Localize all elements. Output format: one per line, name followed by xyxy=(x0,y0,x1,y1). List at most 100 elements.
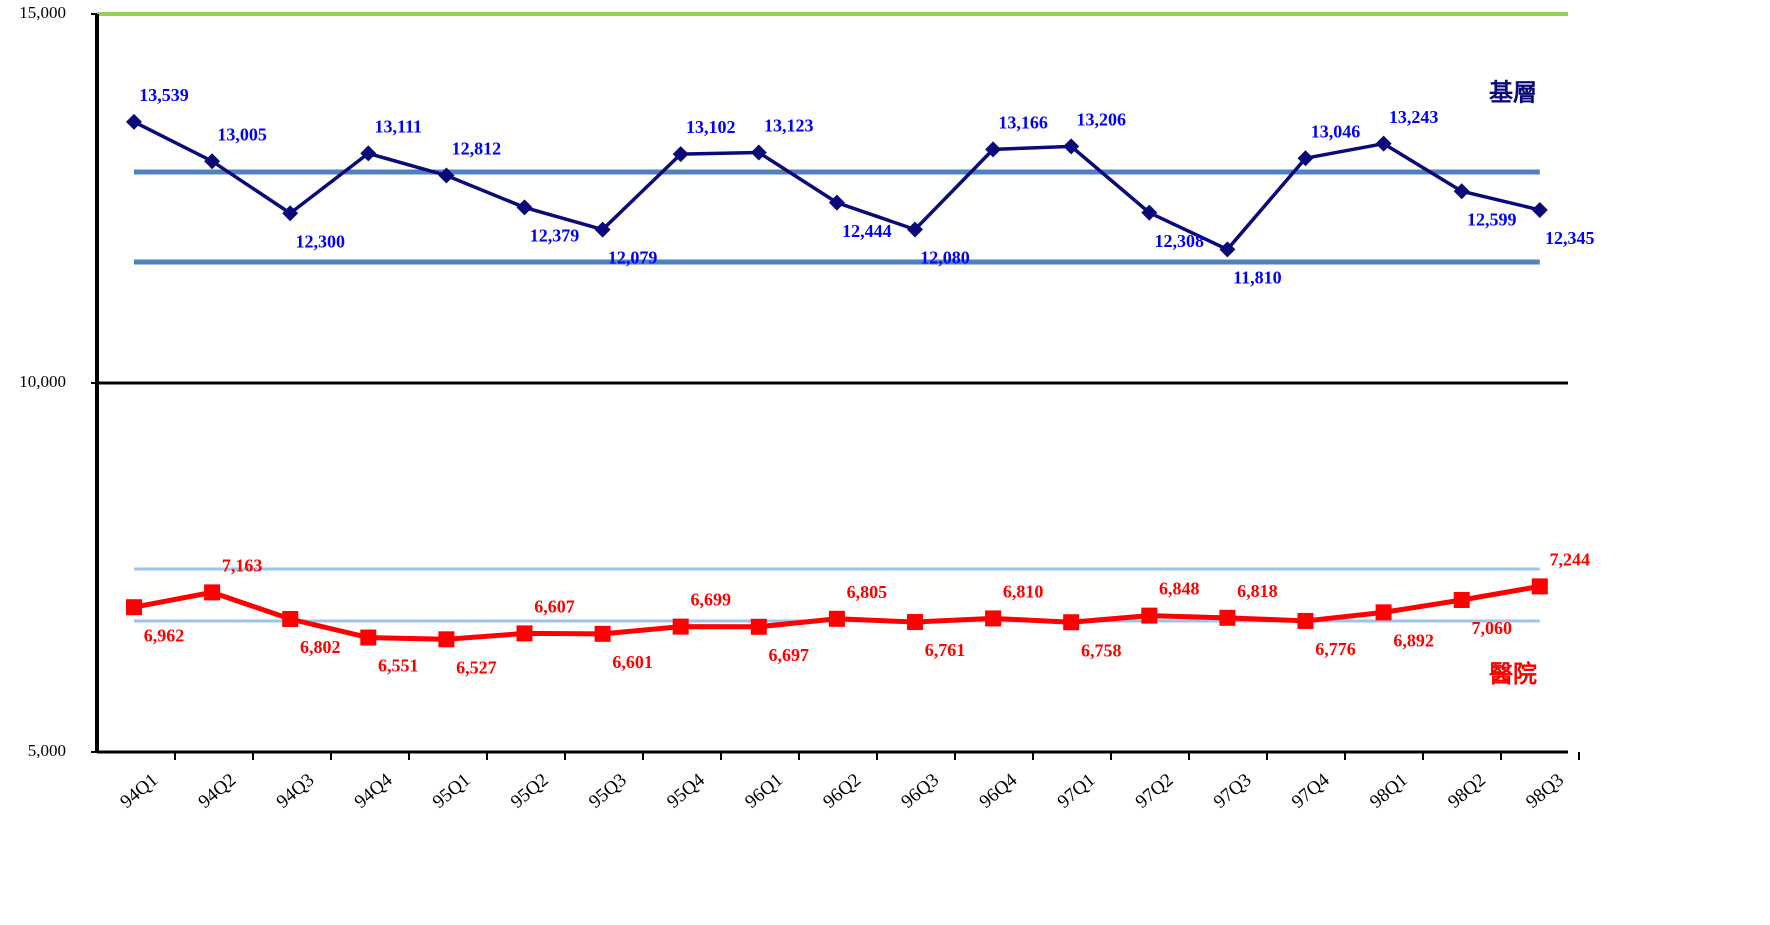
y-tick-label: 10,000 xyxy=(19,372,66,391)
marker xyxy=(750,144,767,161)
value-label: 13,111 xyxy=(375,117,423,137)
value-label: 6,805 xyxy=(847,582,888,602)
marker xyxy=(594,625,611,642)
value-label: 6,810 xyxy=(1003,582,1044,602)
marker xyxy=(126,113,142,130)
marker xyxy=(1375,604,1392,621)
value-label: 12,599 xyxy=(1467,209,1517,229)
x-tick-label: 98Q2 xyxy=(1444,770,1490,813)
value-label: 13,539 xyxy=(139,85,189,105)
value-label: 13,005 xyxy=(217,124,267,144)
marker xyxy=(1063,138,1080,155)
x-tick-label: 94Q1 xyxy=(116,770,162,813)
marker xyxy=(1531,201,1548,218)
value-label: 12,444 xyxy=(842,221,892,241)
value-label: 6,962 xyxy=(144,625,185,645)
x-tick-label: 97Q1 xyxy=(1054,770,1100,813)
marker xyxy=(438,167,455,184)
marker xyxy=(1141,607,1158,624)
y-tick-label: 5,000 xyxy=(28,741,66,760)
x-tick-label: 94Q4 xyxy=(351,769,397,813)
value-label: 6,601 xyxy=(612,652,653,672)
x-tick-label: 97Q3 xyxy=(1210,770,1256,813)
marker xyxy=(360,145,377,162)
marker xyxy=(750,618,767,635)
marker xyxy=(1297,612,1314,629)
marker xyxy=(1063,614,1080,631)
x-tick-label: 98Q1 xyxy=(1366,770,1412,813)
value-label: 7,163 xyxy=(222,555,263,575)
value-label: 12,300 xyxy=(295,231,345,251)
value-label: 6,607 xyxy=(534,597,575,617)
value-label: 6,776 xyxy=(1315,639,1356,659)
marker xyxy=(1219,609,1236,626)
marker xyxy=(828,194,845,211)
marker xyxy=(985,141,1002,158)
value-label: 13,206 xyxy=(1076,110,1126,130)
marker xyxy=(594,221,611,238)
value-label: 6,802 xyxy=(300,637,341,657)
value-label: 6,527 xyxy=(456,657,497,677)
x-tick-label: 96Q2 xyxy=(819,770,865,813)
value-label: 6,758 xyxy=(1081,640,1122,660)
value-label: 7,244 xyxy=(1550,550,1591,570)
x-tick-label: 98Q3 xyxy=(1522,770,1568,813)
marker xyxy=(1453,183,1470,200)
marker xyxy=(672,618,689,635)
marker xyxy=(282,611,299,628)
marker xyxy=(1141,204,1158,221)
marker xyxy=(1375,135,1392,152)
marker xyxy=(516,625,533,642)
value-label: 13,243 xyxy=(1389,107,1439,127)
value-label: 6,699 xyxy=(690,590,731,610)
marker xyxy=(360,629,377,646)
x-tick-label: 94Q3 xyxy=(273,770,319,813)
value-label: 13,166 xyxy=(998,112,1048,132)
value-label: 11,810 xyxy=(1233,268,1282,288)
value-label: 6,551 xyxy=(378,656,419,676)
y-tick-label: 15,000 xyxy=(19,3,66,22)
x-tick-label: 97Q2 xyxy=(1132,770,1178,813)
x-tick-label: 96Q3 xyxy=(897,770,943,813)
value-label: 13,102 xyxy=(686,117,736,137)
marker xyxy=(1297,150,1314,167)
x-tick-label: 95Q3 xyxy=(585,770,631,813)
value-label: 6,892 xyxy=(1393,630,1434,650)
marker xyxy=(204,584,221,601)
x-tick-label: 97Q4 xyxy=(1288,769,1334,813)
value-label: 7,060 xyxy=(1471,618,1512,638)
value-label: 6,818 xyxy=(1237,581,1278,601)
x-tick-label: 96Q4 xyxy=(975,769,1021,813)
marker xyxy=(907,221,923,238)
marker xyxy=(1531,578,1548,595)
x-tick-label: 95Q1 xyxy=(429,770,475,813)
marker xyxy=(907,614,923,631)
x-tick-label: 96Q1 xyxy=(741,770,787,813)
marker xyxy=(516,199,533,216)
marker xyxy=(672,146,689,163)
marker xyxy=(204,153,221,170)
value-label: 12,308 xyxy=(1155,231,1205,251)
value-label: 6,761 xyxy=(925,640,966,660)
value-label: 12,080 xyxy=(920,248,970,268)
value-label: 12,379 xyxy=(530,226,580,246)
value-label: 12,812 xyxy=(452,139,502,159)
series-label: 醫院 xyxy=(1489,660,1537,688)
marker xyxy=(985,610,1002,627)
value-label: 6,848 xyxy=(1159,579,1200,599)
value-label: 13,046 xyxy=(1311,121,1361,141)
value-label: 13,123 xyxy=(764,116,814,136)
x-tick-label: 95Q2 xyxy=(507,770,553,813)
marker xyxy=(282,205,299,222)
value-label: 6,697 xyxy=(769,645,810,665)
marker xyxy=(126,599,142,616)
marker xyxy=(828,610,845,627)
value-label: 12,079 xyxy=(608,248,658,268)
value-label: 12,345 xyxy=(1545,228,1595,248)
x-tick-label: 94Q2 xyxy=(194,770,240,813)
marker xyxy=(438,631,455,648)
marker xyxy=(1219,241,1236,258)
x-tick-label: 95Q4 xyxy=(663,769,709,813)
marker xyxy=(1453,591,1470,608)
